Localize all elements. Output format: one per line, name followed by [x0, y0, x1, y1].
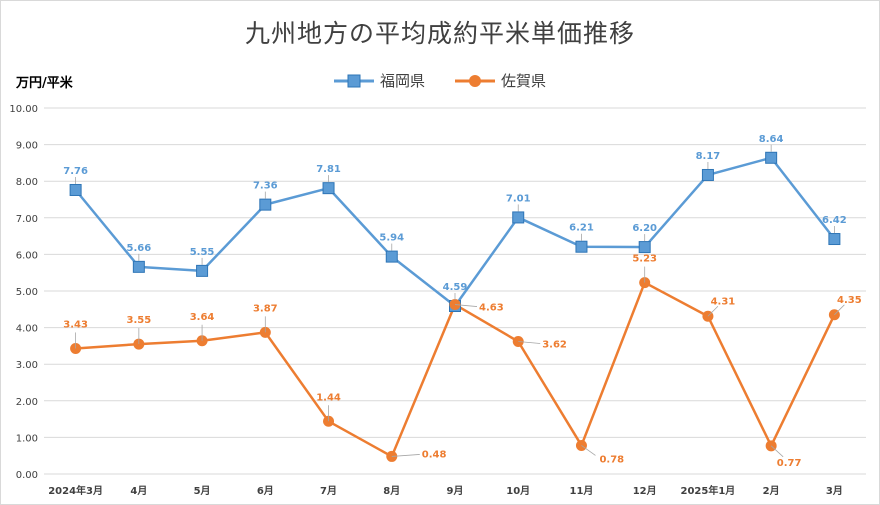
x-tick-label: 11月: [570, 485, 594, 497]
data-label-saga: 0.78: [599, 454, 624, 465]
y-tick-label: 1.00: [16, 433, 38, 444]
saga-label-leader: [581, 445, 596, 456]
saga-label-leader: [518, 341, 541, 344]
saga-label-leader: [454, 304, 478, 307]
data-label-saga: 3.43: [63, 319, 88, 330]
data-label-fukuoka: 6.42: [822, 215, 847, 226]
y-axis-unit-label: 万円/平米: [16, 76, 73, 91]
legend-label-fukuoka: 福岡県: [379, 72, 425, 90]
data-label-saga: 3.62: [542, 340, 567, 351]
data-point-fukuoka: [259, 198, 272, 211]
data-label-fukuoka: 5.55: [190, 247, 215, 258]
saga-label-leader: [834, 304, 845, 316]
y-tick-label: 7.00: [16, 214, 38, 225]
data-label-saga: 4.31: [711, 296, 736, 307]
data-label-saga: 5.23: [632, 254, 657, 265]
saga-label-leader: [707, 305, 719, 317]
y-tick-label: 10.00: [9, 104, 38, 115]
data-label-saga: 4.63: [479, 303, 504, 314]
data-label-fukuoka: 4.59: [443, 282, 468, 293]
x-tick-label: 5月: [194, 485, 211, 497]
data-label-saga: 0.77: [777, 458, 802, 469]
data-point-fukuoka: [575, 240, 588, 253]
y-tick-label: 2.00: [16, 397, 38, 408]
data-point-fukuoka: [69, 183, 82, 196]
data-label-fukuoka: 6.21: [569, 223, 594, 234]
chart-title: 九州地方の平均成約平米単価推移: [244, 19, 635, 48]
data-point-fukuoka: [638, 241, 651, 254]
y-tick-label: 3.00: [16, 360, 38, 371]
x-tick-label: 6月: [257, 485, 274, 497]
x-tick-label: 2024年3月: [48, 484, 103, 497]
data-point-fukuoka: [828, 233, 841, 246]
x-tick-label: 12月: [633, 485, 657, 497]
chart-legend: 福岡県 佐賀県: [0, 70, 880, 91]
data-label-fukuoka: 5.66: [127, 243, 152, 254]
legend-item-saga: 佐賀県: [455, 70, 546, 91]
data-point-fukuoka: [385, 250, 398, 263]
legend-label-saga: 佐賀県: [501, 72, 547, 90]
data-label-fukuoka: 7.36: [253, 181, 278, 192]
y-tick-label: 6.00: [16, 250, 38, 261]
legend-fukuoka-marker-icon: [333, 74, 374, 87]
data-label-fukuoka: 6.20: [632, 223, 657, 234]
data-label-fukuoka: 8.64: [759, 134, 784, 145]
data-label-saga: 3.87: [253, 303, 278, 314]
y-tick-label: 4.00: [16, 324, 38, 335]
data-label-saga: 1.44: [316, 392, 341, 403]
y-tick-label: 0.00: [16, 470, 38, 481]
data-label-saga: 0.48: [422, 449, 447, 460]
data-label-saga: 3.64: [190, 312, 215, 323]
x-tick-label: 7月: [320, 485, 337, 497]
x-tick-label: 2025年1月: [681, 484, 736, 497]
data-point-fukuoka: [701, 168, 714, 181]
x-tick-label: 10月: [506, 485, 530, 497]
y-tick-label: 9.00: [16, 141, 38, 152]
data-point-fukuoka: [196, 264, 209, 277]
x-tick-label: 8月: [383, 485, 400, 497]
data-label-fukuoka: 8.17: [696, 151, 721, 162]
data-label-fukuoka: 7.81: [316, 164, 341, 175]
data-point-fukuoka: [322, 182, 335, 195]
x-tick-label: 3月: [826, 485, 843, 497]
data-label-fukuoka: 5.94: [379, 233, 404, 244]
y-tick-label: 8.00: [16, 177, 38, 188]
legend-saga-marker-icon: [455, 74, 495, 87]
data-label-fukuoka: 7.01: [506, 193, 531, 204]
data-point-fukuoka: [512, 211, 525, 224]
saga-label-leader: [770, 445, 784, 458]
x-tick-label: 9月: [447, 485, 464, 497]
data-point-fukuoka: [765, 151, 778, 164]
x-tick-label: 2月: [763, 485, 780, 497]
data-label-saga: 4.35: [837, 295, 862, 306]
legend-item-fukuoka: 福岡県: [333, 70, 425, 91]
data-label-saga: 3.55: [127, 315, 152, 326]
y-tick-label: 5.00: [16, 287, 38, 298]
data-label-fukuoka: 7.76: [63, 166, 88, 177]
saga-label-leader: [391, 454, 420, 457]
x-tick-label: 4月: [130, 485, 147, 497]
data-point-fukuoka: [132, 260, 145, 273]
